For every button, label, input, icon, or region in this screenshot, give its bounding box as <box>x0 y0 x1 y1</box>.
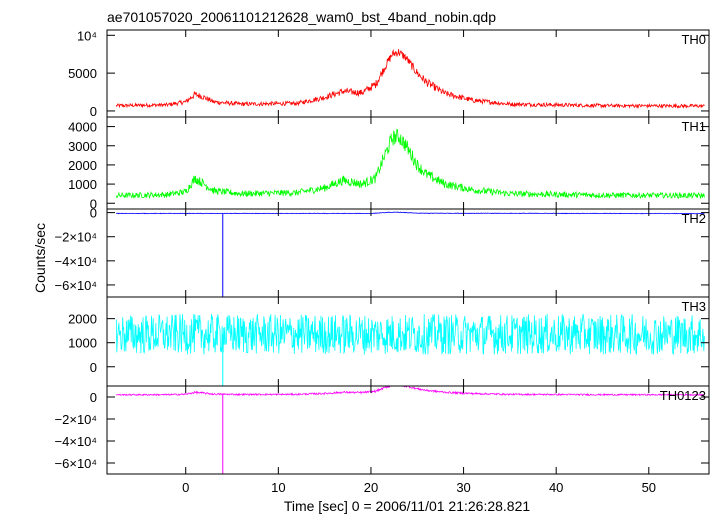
y-tick-label: −4×10⁴ <box>55 254 97 269</box>
panel-th0: 0 5000 10⁴ TH0 <box>68 28 710 119</box>
panel-label: TH0123 <box>660 388 706 403</box>
y-tick-label: 2000 <box>68 312 97 327</box>
y-tick-label: −2×10⁴ <box>55 412 97 427</box>
x-tick-label: 10 <box>271 480 285 495</box>
y-tick-label: −6×10⁴ <box>55 278 97 293</box>
y-tick-label: 0 <box>90 360 97 375</box>
panel-label: TH1 <box>681 119 706 134</box>
y-tick-label: 0 <box>90 196 97 211</box>
y-tick-label: 10⁴ <box>77 28 97 43</box>
y-tick-label: 0 <box>90 206 97 221</box>
panel-label: TH3 <box>681 299 706 314</box>
y-tick-label: −2×10⁴ <box>55 230 97 245</box>
y-tick-label: 2000 <box>68 158 97 173</box>
panel-th1: 0 1000 2000 3000 4000 TH1 <box>68 116 710 211</box>
y-tick-label: −6×10⁴ <box>55 456 97 471</box>
y-tick-label: 4000 <box>68 120 97 135</box>
panel-th2: 0 −2×10⁴ −4×10⁴ −6×10⁴ TH2 <box>55 206 710 298</box>
panel-frame-th0123 <box>106 385 710 475</box>
series-line-th3 <box>115 313 705 356</box>
series-line-th2 <box>116 211 705 215</box>
y-tick-label: 1000 <box>68 177 97 192</box>
series-line-th1 <box>115 128 705 200</box>
y-tick-label: 0 <box>90 104 97 119</box>
x-tick-label: 40 <box>549 480 563 495</box>
y-tick-label: 0 <box>90 390 97 405</box>
y-tick-label: 5000 <box>68 66 97 81</box>
chart-title: ae701057020_20061101212628_wam0_bst_4ban… <box>107 9 496 25</box>
x-axis-label: Time [sec] 0 = 2006/11/01 21:26:28.821 <box>284 498 531 514</box>
panel-label: TH0 <box>681 32 706 47</box>
y-axis-label: Counts/sec <box>32 223 48 293</box>
series-line-th0123 <box>116 385 705 397</box>
x-tick-label: 0 <box>182 480 189 495</box>
series-line-th0 <box>115 48 705 110</box>
x-tick-label: 30 <box>456 480 470 495</box>
panel-th3: 0 1000 2000 TH3 <box>68 296 710 387</box>
x-tick-label: 20 <box>364 480 378 495</box>
y-tick-label: −4×10⁴ <box>55 434 97 449</box>
x-tick-label: 50 <box>642 480 656 495</box>
panel-th0123: 0 −2×10⁴ −4×10⁴ −6×10⁴ TH0123 <box>55 385 710 475</box>
panel-label: TH2 <box>681 211 706 226</box>
y-tick-label: 1000 <box>68 336 97 351</box>
panel-frame-th2 <box>106 208 710 298</box>
y-tick-label: 3000 <box>68 139 97 154</box>
panel-frame-th3 <box>106 296 710 387</box>
